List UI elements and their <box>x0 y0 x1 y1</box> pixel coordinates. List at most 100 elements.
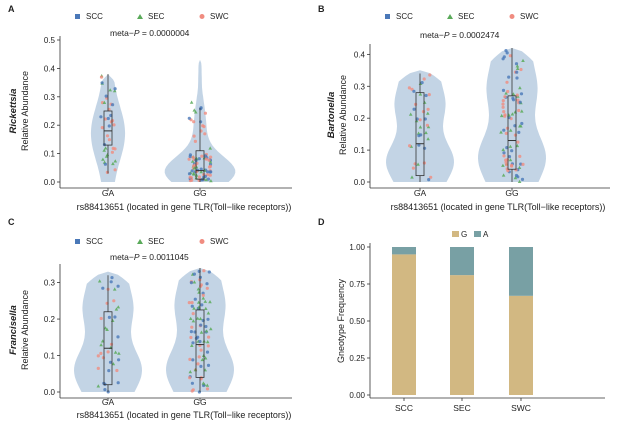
data-point <box>520 121 524 126</box>
violin-gg <box>166 268 234 392</box>
data-point <box>424 130 428 135</box>
data-point <box>501 57 505 61</box>
data-point <box>407 86 411 90</box>
data-point <box>116 284 120 288</box>
data-point <box>110 150 114 154</box>
y-axis-taxon-label: Rickettsia <box>8 89 19 134</box>
data-point <box>103 146 108 150</box>
data-point <box>197 390 201 394</box>
violin-ga <box>74 271 142 392</box>
data-point <box>112 123 116 127</box>
legend-label-sec: SEC <box>148 237 165 246</box>
data-point <box>207 335 211 339</box>
data-point <box>410 175 414 179</box>
data-point <box>208 300 212 304</box>
bar-g-scc <box>392 254 416 395</box>
data-point <box>207 158 211 162</box>
data-point <box>205 383 210 387</box>
data-point <box>190 304 194 308</box>
data-point <box>515 76 519 80</box>
data-point <box>112 287 117 291</box>
data-point <box>518 86 522 90</box>
data-point <box>192 108 197 112</box>
data-point <box>188 370 193 374</box>
p-value-symbol: P <box>134 28 140 38</box>
data-point <box>197 157 201 161</box>
data-point <box>507 75 511 79</box>
data-point <box>515 66 520 70</box>
data-point <box>408 112 413 116</box>
data-point <box>117 351 121 355</box>
data-point <box>109 280 113 284</box>
data-point <box>112 299 116 303</box>
data-point <box>114 307 119 311</box>
data-point <box>203 111 207 115</box>
data-point <box>511 96 515 100</box>
data-point <box>201 293 205 297</box>
data-point <box>199 330 204 334</box>
data-point <box>198 316 203 321</box>
data-point <box>408 144 412 148</box>
x-tick-label-gg: GG <box>193 397 206 407</box>
data-point <box>206 363 211 367</box>
data-point <box>106 116 110 121</box>
data-point <box>188 316 193 320</box>
data-point <box>519 92 524 96</box>
x-tick-label-gg: GG <box>193 188 206 198</box>
data-point <box>200 154 204 158</box>
legend-swatch-a <box>474 231 481 237</box>
data-point <box>199 170 203 174</box>
y-tick-label: 0.25 <box>349 354 365 363</box>
data-point <box>205 286 209 290</box>
y-tick-label: 0.3 <box>44 279 56 288</box>
box-ga <box>103 110 113 146</box>
data-point <box>107 315 111 319</box>
data-point <box>506 169 510 173</box>
p-value-annotation: meta−P = 0.0000004 <box>110 28 190 38</box>
data-point <box>508 144 513 148</box>
data-point <box>190 389 194 393</box>
data-point <box>201 296 206 300</box>
data-point <box>196 362 200 366</box>
data-point <box>508 54 512 58</box>
y-tick-label: 0.1 <box>44 352 56 361</box>
data-point <box>96 366 100 370</box>
y-tick-label: 0.3 <box>44 93 56 102</box>
data-point <box>510 149 514 153</box>
legend-marker-sec <box>447 14 453 19</box>
panel-d: D G A 0.00 0.25 0.50 0.75 1.00 Gneotype Frequenc… <box>318 217 605 413</box>
data-point <box>99 351 103 355</box>
y-tick-label: 0.2 <box>44 315 56 324</box>
panel-letter: B <box>318 4 325 14</box>
data-point <box>190 325 194 329</box>
data-point <box>423 146 427 150</box>
data-point <box>113 147 117 151</box>
y-tick-label: 0.2 <box>354 114 366 123</box>
data-point <box>205 340 210 344</box>
data-point <box>99 343 103 347</box>
panel-c: C SCC SEC SWC meta−P = 0.0011045 0.0 0.1 0.2 0.3… <box>8 217 292 420</box>
stacked-bar-layer: D G A 0.00 0.25 0.50 0.75 1.00 Gneotype Frequenc… <box>318 217 605 413</box>
data-point <box>102 143 107 147</box>
data-point <box>107 124 111 128</box>
data-point <box>208 160 213 164</box>
y-axis-label: Gneotype Frequency <box>336 278 346 363</box>
data-point <box>410 87 414 91</box>
data-point <box>206 311 211 315</box>
data-point <box>192 280 197 284</box>
bar-a-swc <box>509 247 533 296</box>
data-point <box>420 81 424 85</box>
y-axis-label: Relative Abundance <box>20 290 30 370</box>
data-point <box>417 143 421 147</box>
data-point <box>113 159 118 163</box>
box-gg <box>507 95 517 170</box>
data-point <box>209 179 213 183</box>
y-axis-label: Relative Abundance <box>338 75 348 155</box>
legend-marker-scc <box>385 14 390 19</box>
data-point <box>411 166 415 170</box>
legend-label-g: G <box>461 230 467 239</box>
data-point <box>515 143 520 148</box>
data-point <box>111 103 115 107</box>
x-tick-label-scc: SCC <box>395 403 413 413</box>
